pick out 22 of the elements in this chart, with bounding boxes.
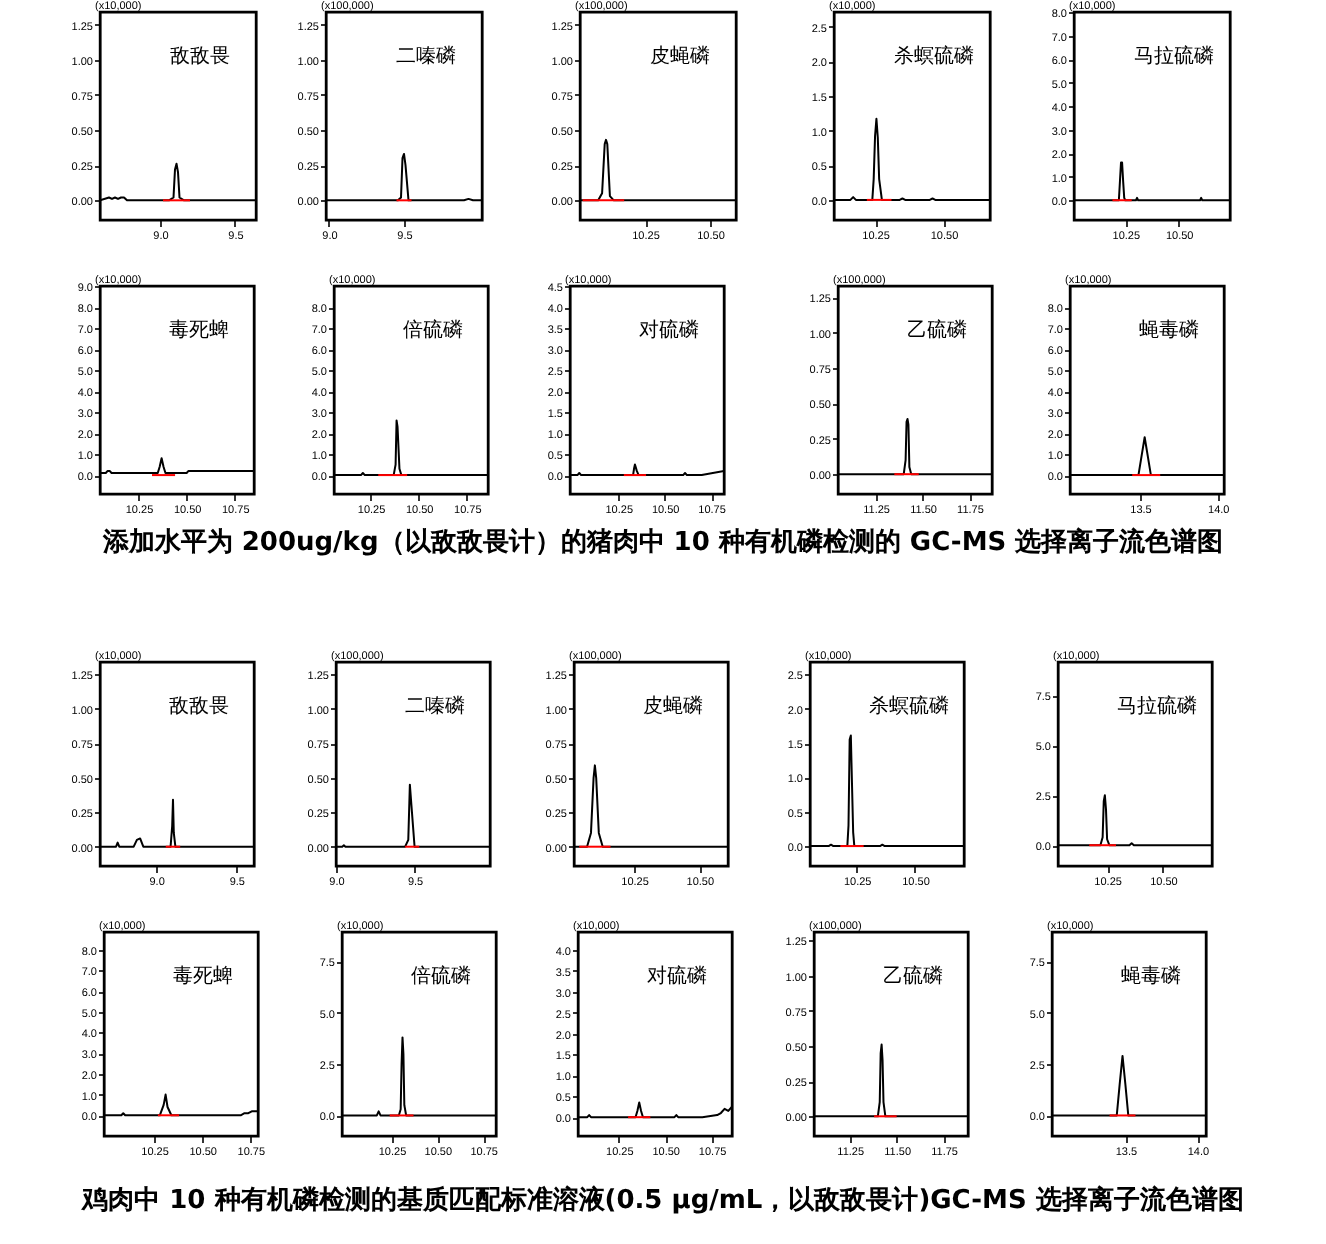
text: 对硫磷 bbox=[646, 964, 707, 988]
text: 皮蝇磷 bbox=[649, 44, 710, 68]
text: 二嗪磷 bbox=[404, 694, 465, 718]
text: 倍硫磷 bbox=[410, 964, 471, 988]
text: 毒死蜱 bbox=[168, 318, 229, 342]
text: 皮蝇磷 bbox=[642, 694, 703, 718]
text: 倍硫磷 bbox=[402, 318, 463, 342]
text: 鸡肉中 10 种有机磷检测的基质匹配标准溶液(0.5 μg/mL，以敌敌畏计)GC-MS 选择离子流色谱图 bbox=[79, 1186, 1246, 1218]
text: 蝇毒磷 bbox=[1138, 318, 1199, 342]
text: 对硫磷 bbox=[638, 318, 699, 342]
text: 乙硫磷 bbox=[906, 318, 967, 342]
text: 毒死蜱 bbox=[172, 964, 233, 988]
text: 杀螟硫磷 bbox=[893, 44, 974, 68]
text: 蝇毒磷 bbox=[1120, 964, 1181, 988]
text: 马拉硫磷 bbox=[1133, 44, 1214, 68]
text: 杀螟硫磷 bbox=[868, 694, 949, 718]
text: 乙硫磷 bbox=[882, 964, 943, 988]
text: 敌敌畏 bbox=[169, 46, 230, 68]
text: 二嗪磷 bbox=[395, 44, 456, 68]
text: 马拉硫磷 bbox=[1116, 694, 1197, 718]
text: 添加水平为 200ug/kg（以敌敌畏计）的猪肉中 10 种有机磷检测的 GC-MS 选择离子流色谱图 bbox=[100, 528, 1226, 560]
text: 敌敌畏 bbox=[168, 696, 229, 718]
